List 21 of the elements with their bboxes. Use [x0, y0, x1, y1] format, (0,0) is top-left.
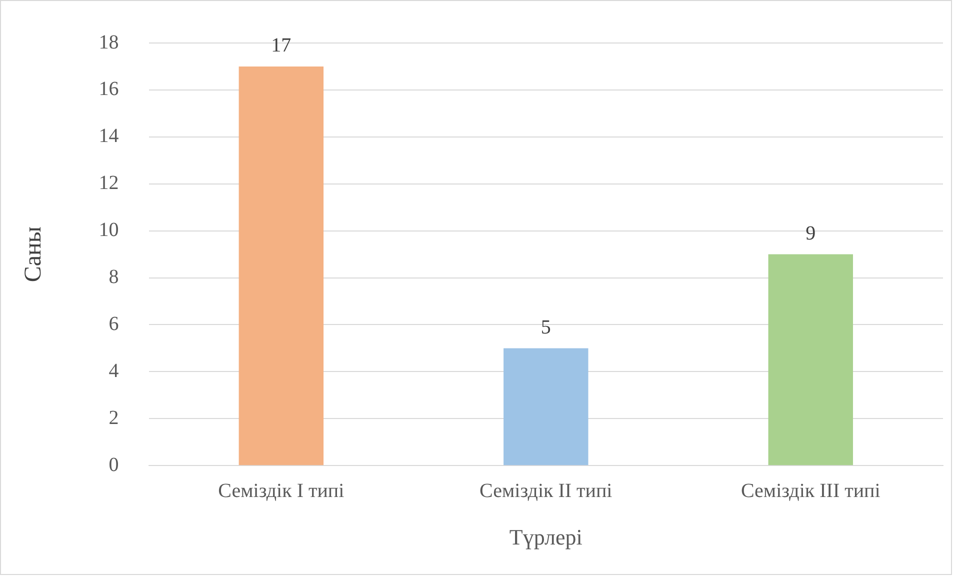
y-axis-title: Саны — [20, 226, 47, 282]
y-tick-label: 0 — [108, 454, 119, 476]
y-tick-label: 12 — [98, 172, 119, 194]
bar — [238, 66, 324, 466]
y-tick-label: 2 — [108, 406, 119, 429]
y-tick-label: 18 — [98, 31, 119, 54]
y-tick-label: 4 — [108, 360, 119, 382]
x-tick-label: Семіздік III типі — [740, 480, 881, 502]
data-label: 5 — [540, 316, 551, 338]
y-tick-label: 14 — [98, 125, 119, 148]
y-tick-label: 8 — [108, 266, 119, 288]
data-label: 17 — [271, 34, 292, 57]
bar — [504, 348, 588, 466]
y-tick-label: 6 — [108, 312, 119, 335]
x-axis-title: Түрлері — [509, 524, 582, 550]
y-tick-label: 10 — [98, 219, 119, 242]
data-label: 9 — [806, 222, 816, 245]
y-tick-label: 16 — [98, 78, 119, 100]
x-tick-label: Семіздік I типі — [218, 480, 345, 502]
bar — [768, 254, 853, 466]
x-tick-label: Семіздік II типі — [480, 480, 613, 502]
